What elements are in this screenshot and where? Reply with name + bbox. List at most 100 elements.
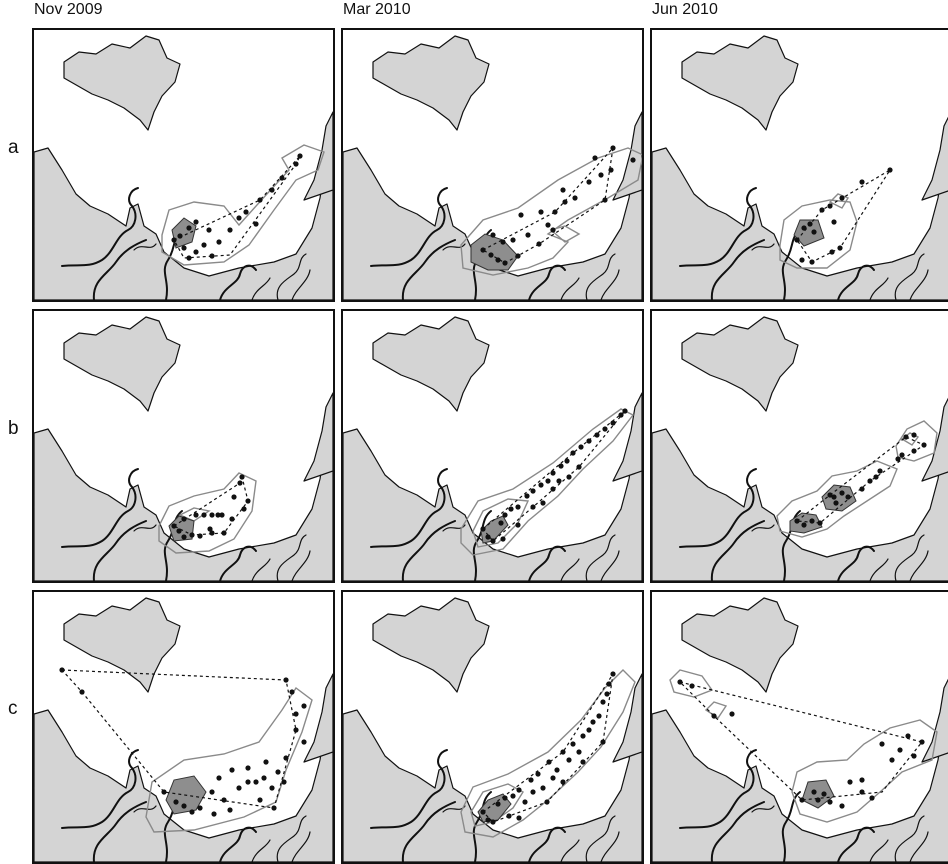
location-fix: [556, 478, 562, 484]
mainland-coast: [343, 124, 642, 300]
location-fix: [590, 719, 596, 725]
island-landmass: [63, 35, 181, 131]
location-fix: [598, 172, 604, 178]
location-fix: [495, 801, 501, 807]
location-fix: [610, 420, 616, 426]
location-fix: [518, 212, 524, 218]
location-fix: [241, 506, 247, 512]
location-fix: [550, 775, 556, 781]
estuary-creek-4: [442, 243, 466, 251]
location-fix: [602, 426, 608, 432]
location-fix: [586, 727, 592, 733]
map-panel-b-mar: [341, 309, 644, 583]
map-svg: [34, 597, 333, 862]
location-fix: [887, 167, 893, 173]
map-svg: [34, 35, 333, 300]
location-fix: [535, 771, 541, 777]
estuary-river-main: [679, 749, 757, 829]
location-fix: [495, 257, 501, 263]
core-area-2: [821, 484, 857, 512]
estuary-river-main: [61, 468, 139, 548]
location-fix: [186, 225, 192, 231]
estuary-river-southeast: [837, 545, 875, 581]
location-fix: [528, 777, 534, 783]
location-fix: [269, 187, 275, 193]
location-fix: [229, 767, 235, 773]
estuary-creek-4: [442, 524, 466, 532]
estuary-creek-3: [909, 831, 929, 862]
estuary-creek-2: [894, 815, 925, 862]
utilisation-contour-3: [791, 719, 938, 823]
location-fix: [711, 713, 717, 719]
estuary-creek-1: [251, 558, 271, 581]
convex-polygon-boundary: [173, 155, 301, 259]
estuary-river-main: [61, 749, 139, 829]
location-fix: [211, 811, 217, 817]
location-fix: [216, 239, 222, 245]
location-fix: [490, 538, 496, 544]
mainland-coast: [652, 695, 948, 862]
location-fix: [869, 795, 875, 801]
map-panel-c-nov: [32, 590, 335, 864]
location-fix: [245, 779, 251, 785]
utilisation-contour-2: [549, 225, 581, 243]
location-fix: [245, 498, 251, 504]
location-fix: [508, 506, 514, 512]
location-fix: [550, 486, 556, 492]
location-fix: [181, 534, 187, 540]
location-fix: [177, 233, 183, 239]
location-fix: [263, 759, 269, 765]
location-fix: [859, 789, 865, 795]
estuary-creek-4: [751, 243, 775, 251]
location-fix: [522, 799, 528, 805]
location-fix: [566, 757, 572, 763]
location-fix: [544, 799, 550, 805]
island-landmass: [63, 316, 181, 412]
location-fix: [821, 791, 827, 797]
map-svg: [652, 316, 948, 581]
location-fix: [889, 757, 895, 763]
location-fix: [827, 203, 833, 209]
estuary-river-main: [370, 468, 448, 548]
column-title-nov: Nov 2009: [34, 1, 103, 18]
utilisation-contour-1: [460, 669, 636, 838]
location-fix: [488, 252, 494, 258]
estuary-river-southeast: [528, 264, 566, 300]
location-fix: [261, 775, 267, 781]
location-fix: [827, 799, 833, 805]
location-fix: [801, 225, 807, 231]
utilisation-contour-1: [779, 199, 858, 269]
estuary-river-west: [401, 520, 456, 581]
location-fix: [480, 526, 486, 532]
location-fix: [859, 486, 865, 492]
eastern-headland: [303, 111, 333, 201]
location-fix: [552, 209, 558, 215]
location-fix: [919, 739, 925, 745]
location-fix: [859, 179, 865, 185]
location-fix: [193, 249, 199, 255]
location-fix: [253, 779, 259, 785]
estuary-river-main: [61, 187, 139, 267]
location-fix: [794, 518, 800, 524]
utilisation-contour-1: [161, 144, 325, 266]
location-fix: [59, 667, 65, 673]
row-label-a: a: [8, 137, 19, 158]
location-fix: [580, 733, 586, 739]
location-fix: [293, 161, 299, 167]
estuary-creek-3: [600, 831, 620, 862]
location-fix: [297, 153, 303, 159]
location-fix: [480, 247, 486, 253]
location-fix: [301, 739, 307, 745]
estuary-river-west: [710, 239, 765, 300]
location-fix: [197, 533, 203, 539]
location-fix: [193, 512, 199, 518]
location-fix: [516, 787, 522, 793]
estuary-river-south: [472, 510, 492, 581]
estuary-creek-1: [251, 277, 271, 300]
location-fix: [837, 245, 843, 251]
location-fix: [281, 779, 287, 785]
utilisation-contour-1: [145, 686, 313, 833]
location-fix: [502, 260, 508, 266]
utilisation-contour-2: [472, 498, 530, 548]
location-fix: [899, 452, 905, 458]
